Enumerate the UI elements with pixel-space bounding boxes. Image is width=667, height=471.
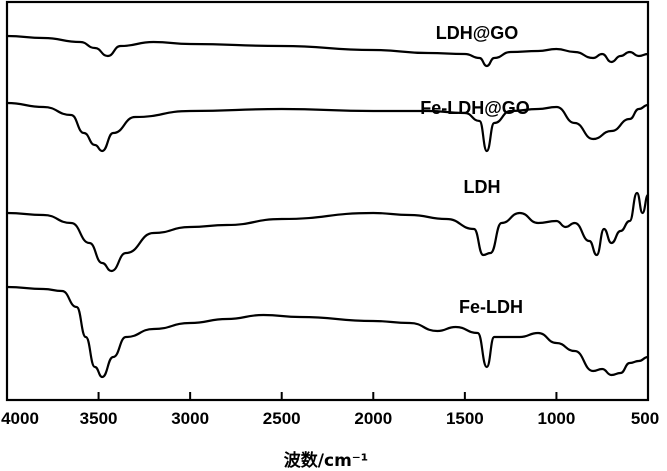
series-label-0: LDH@GO bbox=[436, 23, 519, 43]
series-label-2: LDH bbox=[464, 177, 501, 197]
series-curves bbox=[5, 34, 650, 379]
x-tick-label: 3000 bbox=[171, 409, 209, 428]
x-tick-label: 500 bbox=[631, 409, 659, 428]
plot-frame bbox=[5, 0, 650, 402]
x-axis-ticks: 4000 3500 3000 2500 2000 1500 1000 500 bbox=[1, 392, 659, 428]
x-tick-label: 1000 bbox=[538, 409, 576, 428]
x-tick-label: 2000 bbox=[354, 409, 392, 428]
x-tick-label: 2500 bbox=[263, 409, 301, 428]
series-label-3: Fe-LDH bbox=[459, 297, 523, 317]
x-tick-label: 3500 bbox=[80, 409, 118, 428]
series-labels: LDH@GO Fe-LDH@GO LDH Fe-LDH bbox=[420, 23, 530, 317]
x-axis-label: 波数/cm⁻¹ bbox=[284, 450, 368, 471]
series-line-0 bbox=[5, 34, 650, 68]
x-tick-label: 4000 bbox=[1, 409, 39, 428]
series-line-1 bbox=[5, 101, 650, 153]
series-line-3 bbox=[5, 285, 650, 379]
x-tick-label: 1500 bbox=[446, 409, 484, 428]
series-label-1: Fe-LDH@GO bbox=[420, 98, 530, 118]
series-line-2 bbox=[5, 191, 650, 273]
